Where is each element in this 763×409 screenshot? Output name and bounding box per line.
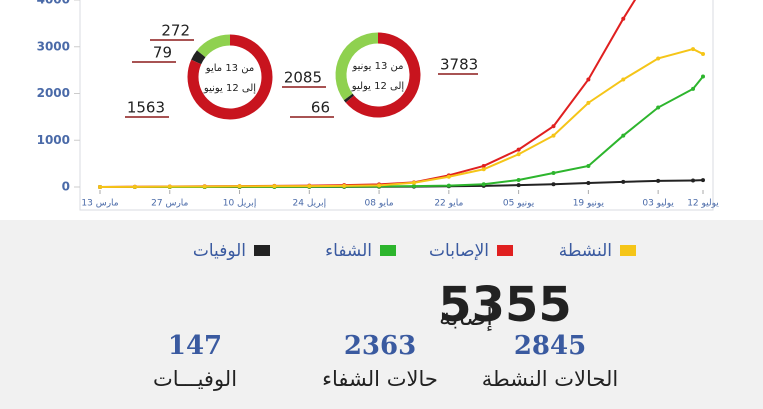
legend-label: النشطة [559, 241, 612, 261]
series-point [701, 178, 705, 183]
donut-segment [335, 32, 379, 101]
series-point [621, 77, 626, 82]
x-tick-label: 10 إبريل [223, 199, 257, 209]
x-tick-label: 05 يونيو [503, 199, 535, 209]
series-point [516, 147, 521, 152]
legend-swatch [380, 245, 396, 256]
stat-label: الحالات النشطة [482, 367, 618, 391]
stat-label: الوفيـــات [153, 367, 237, 391]
y-tick-label: 3000 [37, 39, 70, 53]
series-point [656, 178, 661, 183]
series-point [551, 182, 556, 187]
series-point [481, 167, 486, 172]
series-point [377, 183, 382, 188]
donut-label: 2085 [284, 69, 322, 87]
x-tick-label: 19 يونيو [573, 199, 605, 209]
series-point [237, 184, 242, 189]
legend-swatch [254, 245, 270, 256]
stat-label: حالات الشفاء [322, 367, 438, 391]
series-point [656, 105, 661, 110]
series-point [621, 16, 626, 21]
donut-segment [191, 50, 206, 65]
x-tick-label: 08 مايو [365, 199, 394, 209]
series-point [516, 183, 521, 188]
series-point [342, 183, 347, 188]
donut-label: 272 [161, 22, 190, 40]
x-tick-label: 13 مارس [81, 199, 118, 209]
series-point [202, 184, 207, 189]
stat-value: 2845 [514, 331, 586, 361]
donut-label: 79 [153, 44, 172, 62]
donut-label: 1563 [127, 99, 165, 117]
donut-segment [196, 34, 231, 58]
plot [98, 0, 705, 189]
donut-label: 3783 [440, 56, 478, 74]
x-tick-label: 24 إبريل [292, 199, 326, 209]
series-point [167, 184, 172, 189]
total-label: إصابة [439, 303, 493, 332]
series-point [586, 100, 591, 105]
series-point [307, 184, 312, 189]
donut-period: إلى 12 يونيو [203, 83, 256, 94]
series-point [621, 133, 626, 138]
series-point [621, 179, 626, 184]
series-point [411, 180, 416, 185]
series-point [586, 181, 591, 186]
donut-segment [187, 34, 273, 120]
total: 5355 [438, 277, 572, 333]
series-point [656, 56, 661, 61]
series-point [586, 163, 591, 168]
series-point [701, 74, 705, 79]
series-point [516, 177, 521, 182]
y-tick-label: 1000 [37, 133, 70, 147]
donut-hole [347, 44, 409, 106]
series-point [691, 86, 696, 91]
series-point [691, 47, 696, 52]
series-point [586, 77, 591, 82]
series-point [481, 182, 486, 187]
legend-swatch [620, 245, 636, 256]
donut-segment [345, 32, 421, 118]
y-tick-label: 0 [62, 180, 70, 194]
y-tick-label: 4000 [37, 0, 70, 7]
series-point [98, 184, 102, 189]
x-tick-label: 12 يوليو [687, 199, 719, 209]
series-point [516, 152, 521, 157]
series-point [691, 178, 696, 183]
donut-period: إلى 12 يوليو [351, 81, 405, 92]
legend-swatch [497, 245, 513, 256]
series-point [446, 174, 451, 179]
stat-value: 2363 [344, 331, 416, 361]
donut-label: 66 [311, 99, 330, 117]
donut-segment [343, 93, 355, 103]
x-tick-label: 27 مارس [151, 199, 188, 209]
series-point [272, 184, 277, 189]
donut-period: من 13 مايو [205, 63, 254, 74]
stat-value: 147 [168, 331, 222, 361]
series-point [701, 51, 705, 56]
series-point [551, 170, 556, 175]
donut-hole [199, 46, 261, 108]
series-point [446, 183, 451, 188]
plot-frame [79, 0, 714, 211]
donut-period: من 13 يونيو [352, 61, 404, 72]
legend-label: الإصابات [429, 241, 489, 261]
series-point [551, 124, 556, 129]
x-tick-label: 22 مايو [434, 199, 463, 209]
x-tick-label: 03 يوليو [642, 199, 674, 209]
legend-label: الشفاء [325, 241, 372, 261]
y-tick-label: 2000 [37, 86, 70, 100]
series-point [481, 163, 486, 168]
series-point [132, 184, 137, 189]
series-point [551, 133, 556, 138]
legend-label: الوفيات [193, 241, 246, 261]
series-point [411, 184, 416, 189]
